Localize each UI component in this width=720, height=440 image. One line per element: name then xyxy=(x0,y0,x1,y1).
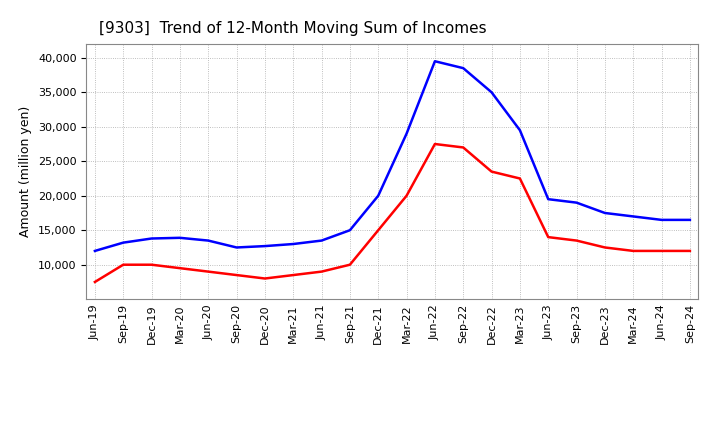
Ordinary Income xyxy=(685,217,694,223)
Net Income xyxy=(374,227,382,233)
Ordinary Income xyxy=(374,193,382,198)
Ordinary Income xyxy=(346,227,354,233)
Ordinary Income xyxy=(516,128,524,133)
Net Income xyxy=(629,248,637,253)
Ordinary Income xyxy=(572,200,581,205)
Ordinary Income xyxy=(431,59,439,64)
Net Income xyxy=(176,265,184,271)
Net Income xyxy=(487,169,496,174)
Ordinary Income xyxy=(600,210,609,216)
Net Income xyxy=(204,269,212,274)
Net Income xyxy=(402,193,411,198)
Net Income xyxy=(91,279,99,285)
Ordinary Income xyxy=(629,214,637,219)
Net Income xyxy=(544,235,552,240)
Ordinary Income xyxy=(176,235,184,240)
Ordinary Income xyxy=(544,197,552,202)
Ordinary Income xyxy=(402,131,411,136)
Ordinary Income xyxy=(204,238,212,243)
Net Income xyxy=(261,276,269,281)
Ordinary Income xyxy=(119,240,127,245)
Legend: Ordinary Income, Net Income: Ordinary Income, Net Income xyxy=(226,439,559,440)
Line: Net Income: Net Income xyxy=(95,144,690,282)
Ordinary Income xyxy=(148,236,156,241)
Net Income xyxy=(572,238,581,243)
Line: Ordinary Income: Ordinary Income xyxy=(95,61,690,251)
Net Income xyxy=(233,272,241,278)
Net Income xyxy=(119,262,127,268)
Y-axis label: Amount (million yen): Amount (million yen) xyxy=(19,106,32,237)
Ordinary Income xyxy=(91,248,99,253)
Ordinary Income xyxy=(289,242,297,247)
Ordinary Income xyxy=(487,90,496,95)
Net Income xyxy=(346,262,354,268)
Net Income xyxy=(318,269,326,274)
Net Income xyxy=(600,245,609,250)
Ordinary Income xyxy=(459,66,467,71)
Text: [9303]  Trend of 12-Month Moving Sum of Incomes: [9303] Trend of 12-Month Moving Sum of I… xyxy=(99,21,486,36)
Net Income xyxy=(516,176,524,181)
Ordinary Income xyxy=(657,217,666,223)
Ordinary Income xyxy=(261,243,269,249)
Ordinary Income xyxy=(233,245,241,250)
Ordinary Income xyxy=(318,238,326,243)
Net Income xyxy=(657,248,666,253)
Net Income xyxy=(148,262,156,268)
Net Income xyxy=(685,248,694,253)
Net Income xyxy=(431,141,439,147)
Net Income xyxy=(459,145,467,150)
Net Income xyxy=(289,272,297,278)
